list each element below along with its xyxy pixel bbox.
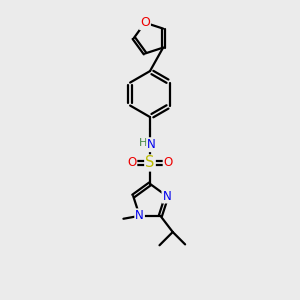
Text: N: N [135,209,144,222]
Text: O: O [127,157,136,169]
Text: S: S [145,155,155,170]
Text: H: H [139,138,147,148]
Text: N: N [162,190,171,202]
Text: N: N [147,138,156,151]
Text: O: O [164,157,173,169]
Text: O: O [140,16,150,29]
